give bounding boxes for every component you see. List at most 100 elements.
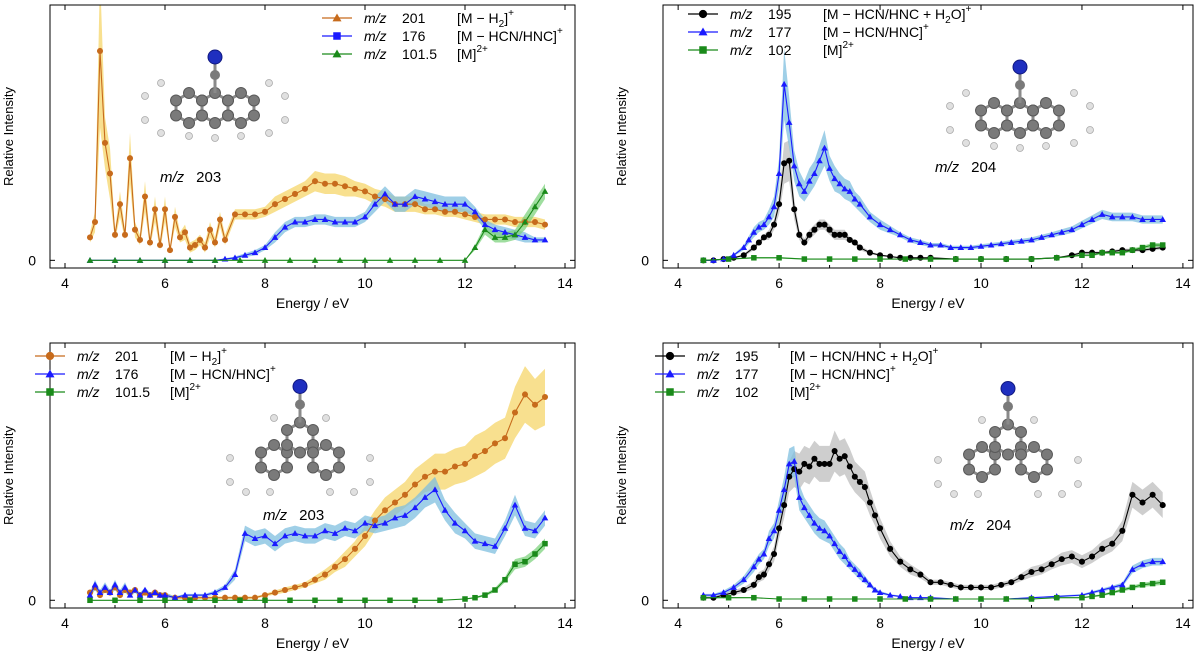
legend-ion-label: [M − H2]+ [170, 346, 227, 368]
series-line-0 [89, 393, 546, 599]
data-point [146, 591, 154, 598]
data-point [176, 234, 184, 241]
data-point [786, 473, 793, 480]
data-point [211, 589, 219, 596]
carbon-atom [988, 97, 1001, 109]
data-point [321, 527, 329, 534]
data-point [531, 203, 539, 210]
hydrogen-atom [326, 488, 334, 496]
data-point [191, 241, 199, 249]
legend-marker [333, 32, 341, 40]
nitrogen-atom [207, 49, 223, 65]
data-point [336, 257, 344, 263]
data-point [1108, 584, 1116, 590]
hydrogen-atom [962, 89, 970, 97]
hydrogen-atom [1086, 102, 1094, 110]
panel-top-left: 4 6 8 10 12 14 0 Energy / eV Relative Intensity m… [1, 4, 576, 311]
data-point [821, 221, 828, 228]
series-markers-2 [700, 242, 1166, 264]
data-point [816, 524, 823, 531]
data-point [811, 170, 818, 176]
hydrogen-atom [350, 488, 358, 496]
x-tick-label: 14 [557, 615, 573, 631]
legend-ion-label: [M]2+ [170, 382, 201, 400]
data-point [1159, 558, 1167, 565]
data-point [541, 188, 549, 194]
data-point [826, 596, 833, 602]
data-point [137, 597, 143, 604]
data-point [846, 188, 854, 194]
data-point [291, 584, 299, 591]
data-point [1028, 236, 1035, 243]
data-point [1149, 558, 1156, 565]
hydrogen-atom [946, 126, 954, 134]
data-point [361, 519, 369, 526]
data-point [441, 200, 449, 207]
data-point [927, 256, 934, 262]
error-band-0 [90, 366, 545, 599]
data-point [461, 200, 469, 207]
data-point [806, 463, 813, 470]
data-point [866, 213, 874, 220]
hydrogen-atom [950, 490, 958, 498]
legend-item-0: m/z 195 [M − HCN/HNC + H2O]+ [655, 346, 938, 368]
legend-marker [45, 351, 55, 361]
data-point [166, 247, 174, 254]
data-point [401, 200, 409, 207]
data-point [106, 589, 114, 596]
hydrogen-atom [934, 480, 942, 488]
data-point [521, 391, 529, 398]
data-point [281, 223, 289, 230]
data-point [96, 47, 104, 54]
x-tick-label: 14 [1175, 275, 1191, 291]
carbon-atom [1040, 463, 1053, 476]
y-tick-label: 0 [28, 592, 36, 608]
data-point [136, 236, 144, 243]
data-point [796, 468, 803, 475]
legend-marker [665, 351, 675, 361]
nitrogen-atom [1000, 381, 1016, 396]
hydrogen-atom [226, 454, 234, 462]
data-point [391, 200, 399, 207]
legend-ion-label: [M]2+ [457, 44, 488, 62]
data-point [131, 226, 139, 233]
data-point [776, 255, 782, 261]
data-point [937, 241, 944, 248]
data-point [181, 229, 189, 236]
data-point [1007, 239, 1015, 245]
data-point [1119, 527, 1126, 534]
legend-item-2: m/z 101.5 [M]2+ [322, 44, 488, 62]
data-point [361, 257, 369, 263]
legend-ion-label: [M]2+ [823, 40, 854, 58]
data-point [136, 591, 144, 598]
data-point [156, 241, 164, 249]
data-point [331, 218, 339, 225]
data-point [161, 591, 169, 598]
axes-frame [662, 4, 1194, 269]
data-point [156, 591, 164, 598]
data-point [411, 193, 419, 199]
data-point [780, 80, 788, 87]
data-point [826, 165, 833, 171]
carbon-atom [306, 424, 319, 436]
data-point [987, 241, 995, 248]
x-tick-label: 12 [1074, 615, 1090, 631]
data-point [512, 561, 518, 568]
data-point [111, 231, 119, 238]
data-point [1129, 491, 1136, 498]
data-point [541, 236, 549, 243]
data-point [271, 234, 279, 240]
data-point [311, 216, 319, 222]
legend: m/z 201 [M − H2]+ m/z 176 [M − HCN/HNC]+ m/z 10… [35, 346, 276, 400]
data-point [846, 560, 854, 567]
legend-mz-value: 201 [402, 10, 426, 26]
data-point [436, 257, 444, 263]
data-point [481, 540, 489, 547]
data-point [776, 596, 782, 602]
legend-mz-prefix: m/z [77, 348, 100, 364]
data-point [852, 596, 858, 602]
data-point [1079, 252, 1085, 258]
data-point [765, 535, 773, 542]
carbon-atom [281, 424, 294, 436]
data-point [856, 571, 864, 578]
